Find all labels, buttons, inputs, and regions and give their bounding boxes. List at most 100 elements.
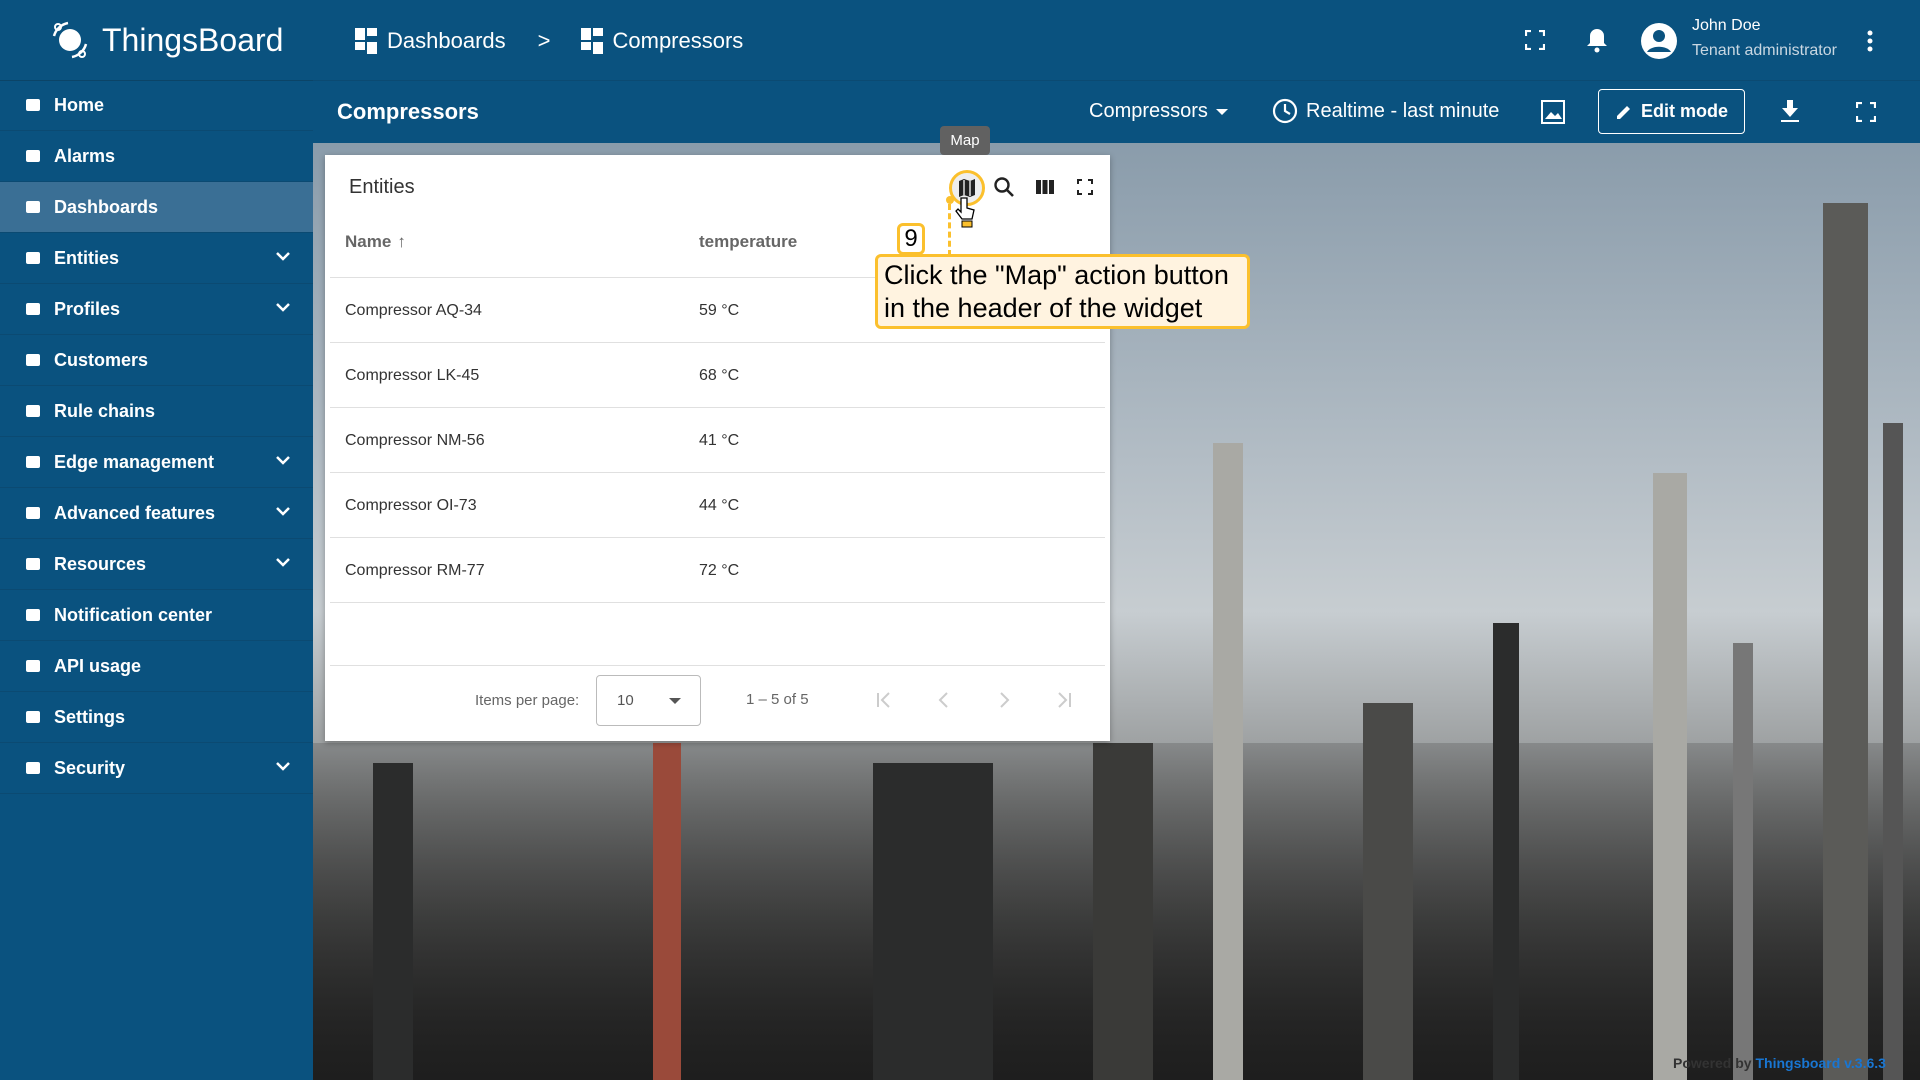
cell-name: Compressor LK-45 <box>345 367 480 384</box>
timewindow-button[interactable]: Realtime - last minute <box>1272 98 1499 124</box>
last-page-icon[interactable] <box>1054 690 1074 710</box>
widget-title: Entities <box>349 176 415 198</box>
map-icon <box>959 179 975 197</box>
column-header-name[interactable]: Name ↑ <box>345 232 406 252</box>
shield-icon <box>22 757 44 779</box>
top-bar: Dashboards > Compressors John Doe Tenant… <box>313 0 1920 80</box>
dashboard-toolbar: Compressors Compressors Realtime - last … <box>313 80 1920 143</box>
sidebar-item-label: Resources <box>54 553 147 574</box>
cell-name: Compressor RM-77 <box>345 562 485 579</box>
items-per-page-value: 10 <box>617 692 634 709</box>
dashboard-icon <box>355 28 377 54</box>
breadcrumb-dashboards[interactable]: Dashboards <box>387 28 506 53</box>
sidebar-item-resources[interactable]: Resources <box>0 539 313 590</box>
sidebar-item-notification-center[interactable]: Notification center <box>0 590 313 641</box>
chevron-down-icon <box>276 558 290 567</box>
table-row[interactable]: Compressor LK-45 68 °C <box>330 343 1105 408</box>
items-per-page-select[interactable]: 10 <box>596 675 701 726</box>
sidebar-item-label: Advanced features <box>54 502 216 523</box>
table-row[interactable]: Compressor AQ-34 59 °C <box>330 278 1105 343</box>
chevron-down-icon <box>276 507 290 516</box>
download-icon[interactable] <box>1780 99 1800 123</box>
sidebar-item-label: Security <box>54 757 126 778</box>
sidebar-item-label: Settings <box>54 706 126 727</box>
app-name: ThingsBoard <box>102 21 284 58</box>
powered-by: Powered by Thingsboard v.3.6.3 <box>1673 1055 1886 1071</box>
notifications-bell-icon[interactable] <box>1585 27 1609 53</box>
cell-temperature: 41 °C <box>699 432 740 449</box>
warning-icon <box>22 145 44 167</box>
sidebar-item-label: Customers <box>54 349 149 370</box>
cell-temperature: 59 °C <box>699 302 740 319</box>
chart-icon <box>22 655 44 677</box>
next-page-icon[interactable] <box>994 690 1014 710</box>
sidebar-item-api-usage[interactable]: API usage <box>0 641 313 692</box>
callout-connector <box>948 204 951 256</box>
sidebar-item-label: Home <box>54 94 105 115</box>
dashboard-title: Compressors <box>337 99 479 124</box>
edit-mode-button[interactable]: Edit mode <box>1598 89 1745 134</box>
columns-button[interactable] <box>1029 171 1061 203</box>
user-role: Tenant administrator <box>1692 42 1837 59</box>
sidebar-item-entities[interactable]: Entities <box>0 233 313 284</box>
table-row[interactable]: Compressor OI-73 44 °C <box>330 473 1105 538</box>
thingsboard-logo-icon <box>52 21 88 59</box>
tools-icon <box>22 502 44 524</box>
rule-chains-icon <box>22 400 44 422</box>
sidebar-item-customers[interactable]: Customers <box>0 335 313 386</box>
fullscreen-icon[interactable] <box>1525 30 1545 50</box>
sidebar-item-settings[interactable]: Settings <box>0 692 313 743</box>
dropdown-arrow-icon <box>1215 108 1228 121</box>
chevron-down-icon <box>276 303 290 312</box>
sidebar-item-edge-management[interactable]: Edge management <box>0 437 313 488</box>
breadcrumb-separator: > <box>537 28 551 53</box>
callout-instruction: Click the "Map" action button in the hea… <box>875 254 1250 329</box>
sidebar-item-profiles[interactable]: Profiles <box>0 284 313 335</box>
table-row[interactable]: Compressor RM-77 72 °C <box>330 538 1105 603</box>
cell-temperature: 72 °C <box>699 562 740 579</box>
customers-icon <box>22 349 44 371</box>
sidebar-item-advanced-features[interactable]: Advanced features <box>0 488 313 539</box>
folder-icon <box>22 553 44 575</box>
avatar-icon[interactable] <box>1640 22 1678 60</box>
sidebar-item-rule-chains[interactable]: Rule chains <box>0 386 313 437</box>
fullscreen-icon <box>1077 179 1093 195</box>
entities-widget <box>325 155 1110 741</box>
search-icon <box>994 177 1014 197</box>
dashboard-fullscreen-icon[interactable] <box>1856 102 1876 122</box>
column-header-temperature[interactable]: temperature <box>699 232 798 251</box>
items-per-page-label: Items per page: <box>475 692 580 709</box>
version-link[interactable]: Thingsboard v.3.6.3 <box>1755 1055 1886 1071</box>
previous-page-icon[interactable] <box>934 690 954 710</box>
logo[interactable]: ThingsBoard <box>48 14 283 66</box>
home-icon <box>22 94 44 116</box>
state-select[interactable]: Compressors <box>1089 100 1228 123</box>
sidebar-item-label: Rule chains <box>54 400 156 421</box>
clock-icon <box>1272 98 1298 124</box>
sidebar-item-alarms[interactable]: Alarms <box>0 131 313 182</box>
chevron-down-icon <box>276 456 290 465</box>
sidebar-item-dashboards[interactable]: Dashboards <box>0 182 313 233</box>
table-row[interactable]: Compressor NM-56 41 °C <box>330 408 1105 473</box>
sidebar-item-label: Notification center <box>54 604 213 625</box>
search-button[interactable] <box>988 171 1020 203</box>
user-name[interactable]: John Doe <box>1692 17 1761 34</box>
callout-step-number: 9 <box>897 223 925 255</box>
sidebar: ThingsBoard Home Alarms Dashboards Entities… <box>0 0 313 1080</box>
sidebar-item-label: Alarms <box>54 145 116 166</box>
notification-icon <box>22 604 44 626</box>
sidebar-item-home[interactable]: Home <box>0 80 313 131</box>
more-vert-icon[interactable] <box>1866 29 1874 53</box>
breadcrumb-compressors: Compressors <box>612 28 744 53</box>
image-export-icon[interactable] <box>1540 99 1566 125</box>
paginator-range: 1 – 5 of 5 <box>746 691 809 708</box>
edit-mode-label: Edit mode <box>1640 101 1728 121</box>
sort-ascending-icon: ↑ <box>397 232 406 251</box>
sidebar-item-label: Entities <box>54 247 120 268</box>
hand-cursor-icon <box>955 197 975 228</box>
dashboard-icon <box>580 28 603 54</box>
first-page-icon[interactable] <box>874 690 894 710</box>
sidebar-item-security[interactable]: Security <box>0 743 313 794</box>
breadcrumb: Dashboards > Compressors <box>355 28 743 54</box>
widget-fullscreen-button[interactable] <box>1069 171 1101 203</box>
